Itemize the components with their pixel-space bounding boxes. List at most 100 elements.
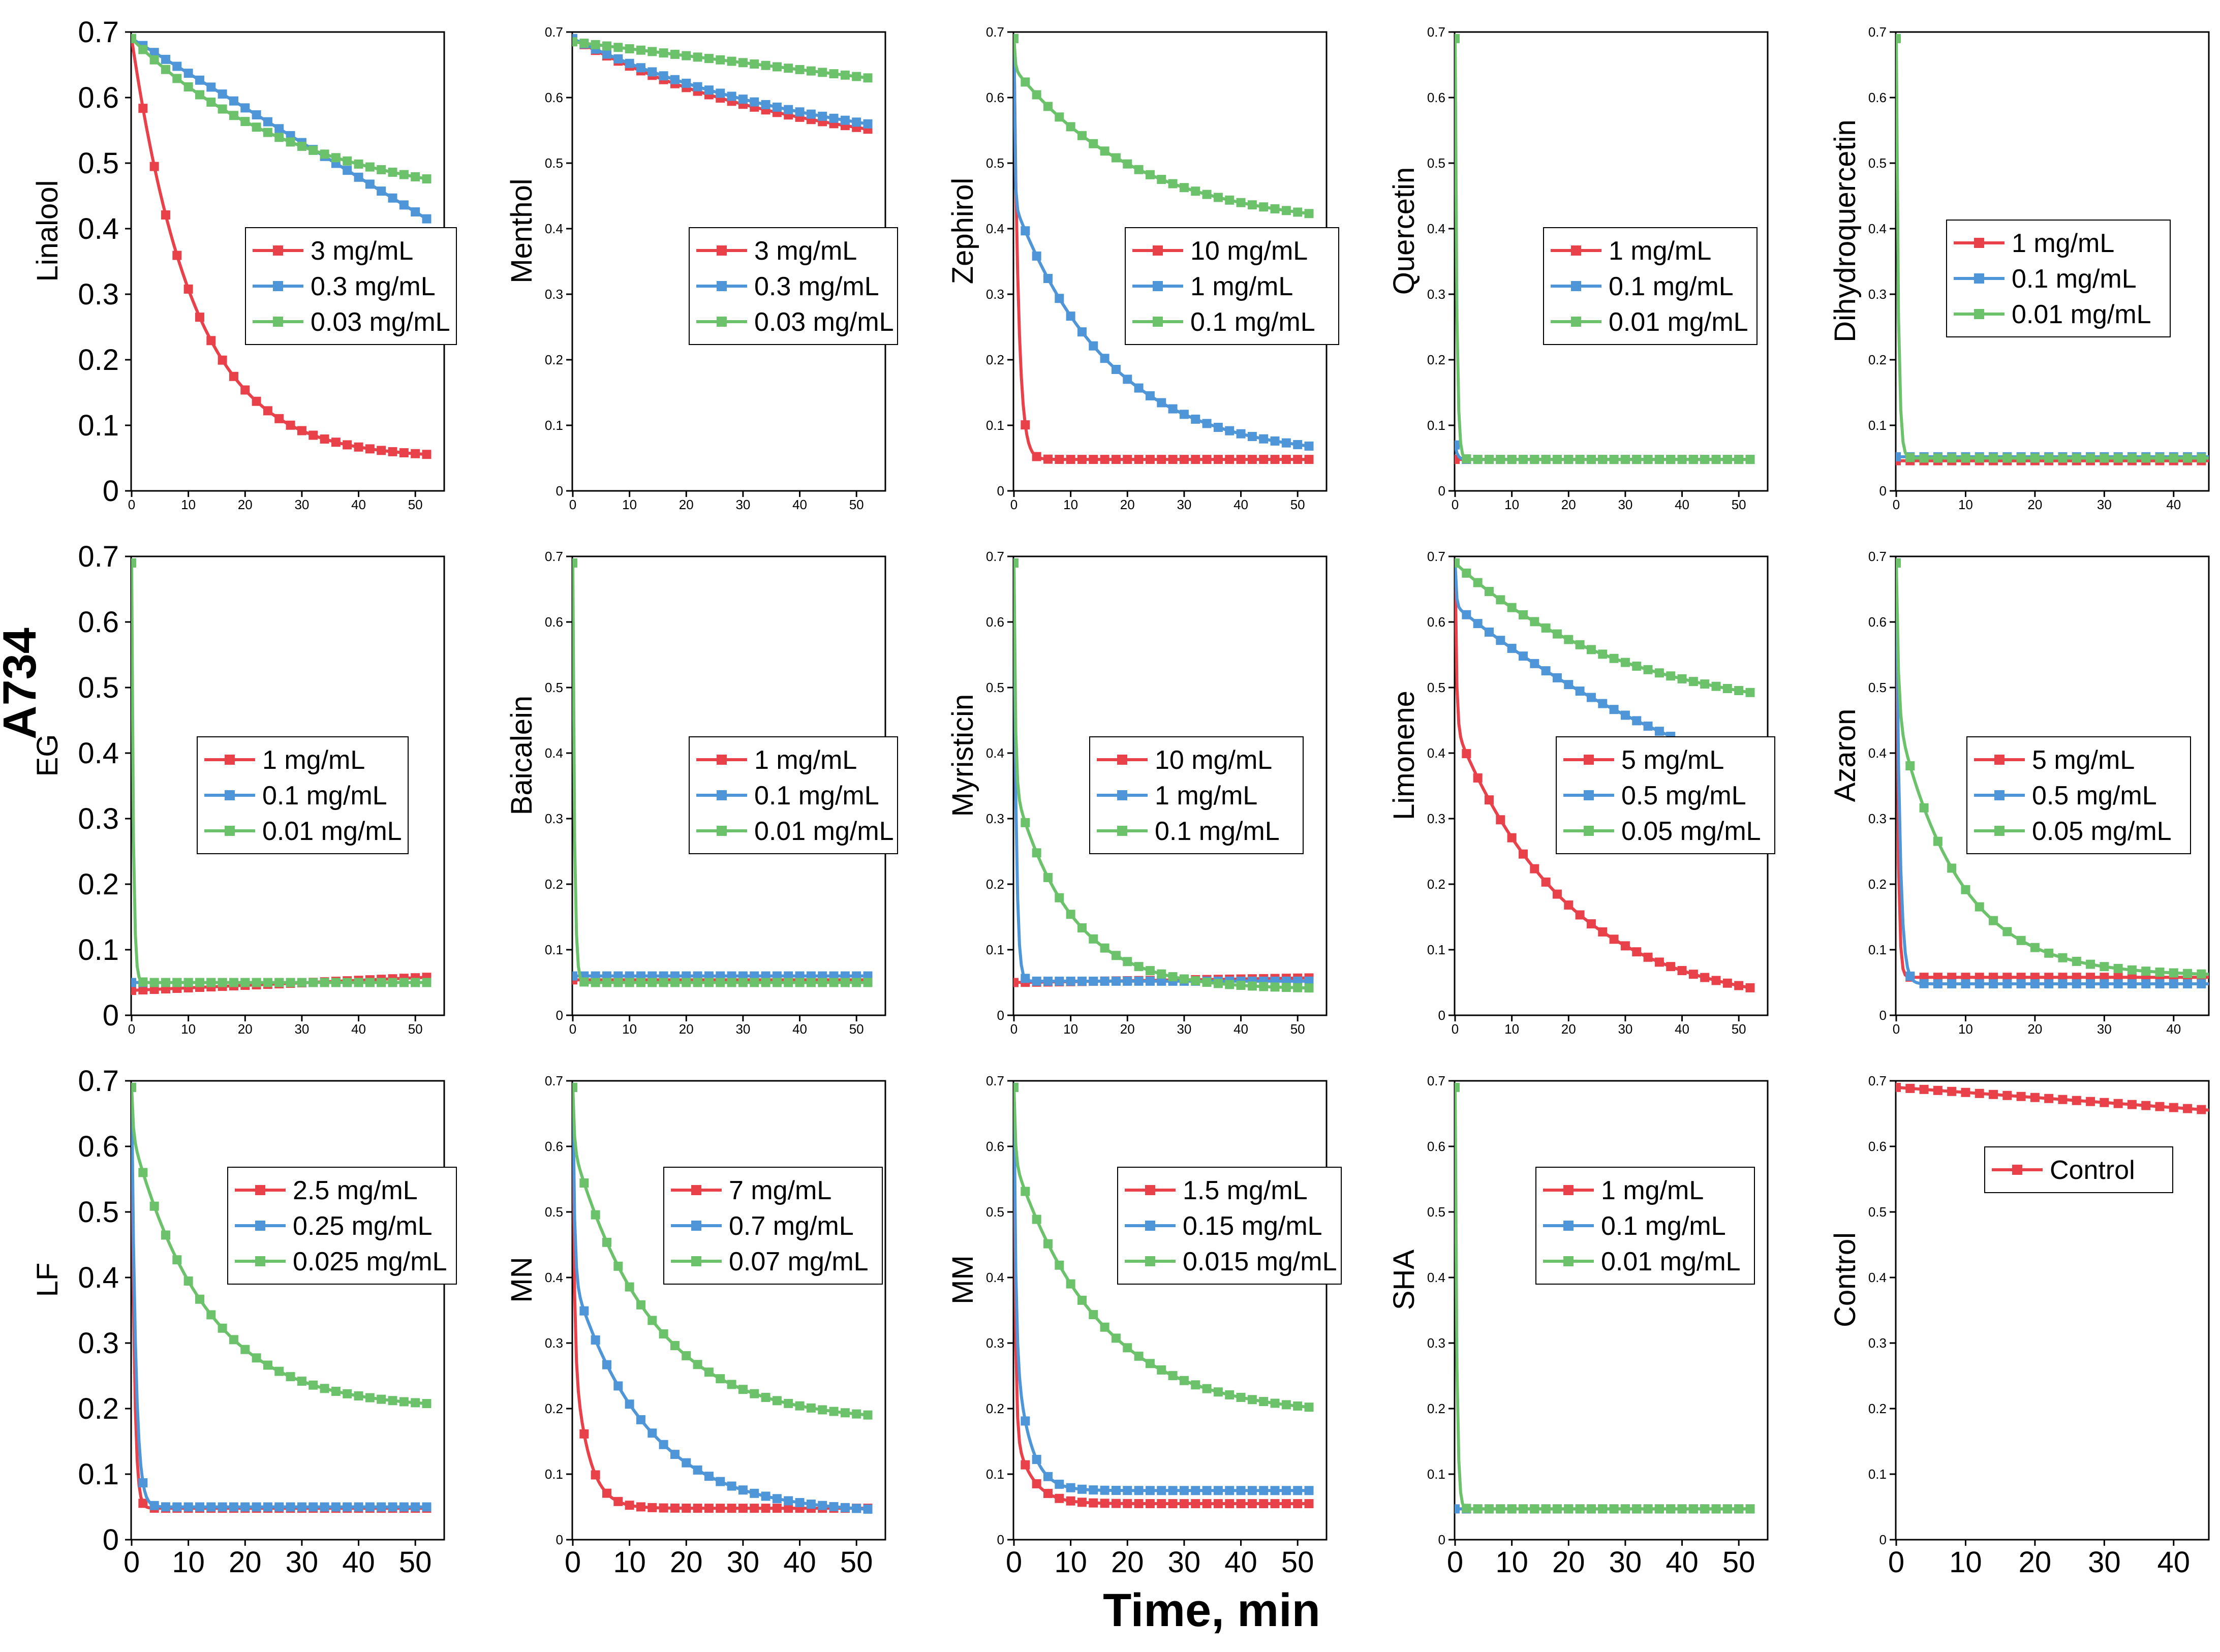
x-tick-label: 20 (1120, 497, 1135, 512)
data-point (297, 1502, 306, 1512)
data-point (1270, 1398, 1280, 1408)
data-point (1013, 34, 1019, 43)
y-tick-label: 0.6 (1868, 1139, 1887, 1154)
legend: Control (1984, 1146, 2173, 1193)
data-point (682, 1503, 691, 1513)
data-point (274, 414, 284, 423)
data-point (1609, 653, 1619, 663)
data-point (636, 45, 645, 55)
data-point (693, 1465, 702, 1475)
series-line (1013, 38, 1309, 215)
data-point (365, 1502, 375, 1512)
data-point (1100, 354, 1109, 363)
data-point (1123, 375, 1132, 384)
data-point (772, 62, 782, 72)
x-tick-label: 20 (238, 1021, 253, 1037)
data-point (704, 1367, 714, 1377)
y-tick-label: 0.5 (1427, 155, 1445, 171)
series-3-mg-ml (131, 34, 431, 459)
data-point (195, 1294, 204, 1304)
data-point (240, 385, 250, 395)
data-point (829, 113, 839, 123)
data-point (1066, 455, 1075, 464)
data-point (1077, 131, 1087, 140)
data-point (1896, 558, 1901, 568)
data-point (716, 55, 725, 65)
data-point (2183, 969, 2193, 978)
x-tick-label: 10 (622, 1021, 637, 1037)
data-point (1247, 455, 1257, 464)
data-point (784, 1398, 793, 1408)
panel-2: 0 0.1 0.2 0.3 0.4 0.5 0.6 0.7 0 10 20 30 40 50 Menthol… (505, 24, 898, 512)
data-point (2030, 943, 2040, 952)
data-point (218, 978, 227, 987)
x-tick-label: 50 (1732, 497, 1746, 512)
data-point (138, 985, 148, 994)
data-point (1620, 658, 1630, 667)
y-tick-label: 0.4 (545, 745, 563, 761)
data-point (602, 41, 611, 51)
y-tick-label: 0.1 (1868, 1467, 1887, 1482)
legend: 1 mg/mL 0.1 mg/mL 0.01 mg/mL (197, 736, 409, 854)
data-point (149, 55, 159, 65)
data-point (331, 153, 341, 163)
data-point (161, 978, 170, 987)
legend-swatch-marker (1117, 790, 1127, 800)
series-0.01-mg-ml (572, 558, 873, 987)
data-point (206, 97, 216, 107)
y-tick-label: 0 (997, 1532, 1004, 1547)
data-point (1100, 943, 1109, 953)
data-point (331, 978, 341, 987)
data-point (591, 40, 600, 49)
plot-area (572, 1082, 873, 1514)
data-point (1455, 1504, 1460, 1514)
data-point (1259, 455, 1269, 464)
data-point (648, 1428, 657, 1438)
data-point (716, 978, 725, 987)
legend-label: 0.7 mg/mL (729, 1211, 854, 1241)
x-tick-label: 10 (1504, 1021, 1519, 1037)
legend-label: 0.01 mg/mL (262, 817, 402, 846)
data-point (1496, 595, 1505, 605)
data-point (1247, 1499, 1257, 1509)
plot-frame (1895, 555, 2210, 1016)
data-point (263, 117, 272, 127)
y-tick-label: 0.2 (986, 877, 1004, 892)
data-point (1643, 665, 1653, 674)
x-tick-label: 40 (1234, 497, 1248, 512)
y-axis-label: MM (946, 1255, 979, 1304)
x-tick-label: 30 (2097, 497, 2112, 512)
y-tick-label: 0.4 (545, 221, 563, 236)
data-point (1225, 426, 1235, 435)
data-point (399, 1397, 409, 1407)
data-point (252, 110, 261, 119)
data-point (693, 82, 702, 91)
data-point (840, 1408, 850, 1418)
legend-swatch-marker (1974, 309, 1984, 319)
data-point (297, 426, 306, 435)
x-tick-label: 40 (351, 1021, 366, 1037)
legend-swatch-marker (717, 317, 727, 327)
data-point (772, 102, 782, 112)
data-point (1055, 976, 1064, 986)
series-0.25-mg-ml (131, 1082, 431, 1512)
data-point (1530, 864, 1539, 874)
data-point (149, 978, 159, 987)
data-point (659, 1503, 668, 1513)
data-point (1293, 440, 1303, 449)
data-point (784, 1496, 793, 1506)
data-point (852, 72, 861, 81)
data-point (1168, 1499, 1178, 1509)
data-point (1975, 979, 1984, 989)
data-point (1745, 455, 1755, 464)
data-point (716, 1504, 725, 1513)
data-point (572, 1082, 577, 1092)
x-tick-label: 0 (1452, 1021, 1459, 1037)
data-point (1281, 1400, 1291, 1410)
data-point (229, 111, 238, 120)
y-tick-label: 0.4 (986, 221, 1004, 236)
y-tick-label: 0.6 (1868, 614, 1887, 630)
data-point (2183, 1104, 2193, 1113)
data-point (1473, 455, 1483, 464)
data-point (1541, 455, 1551, 464)
